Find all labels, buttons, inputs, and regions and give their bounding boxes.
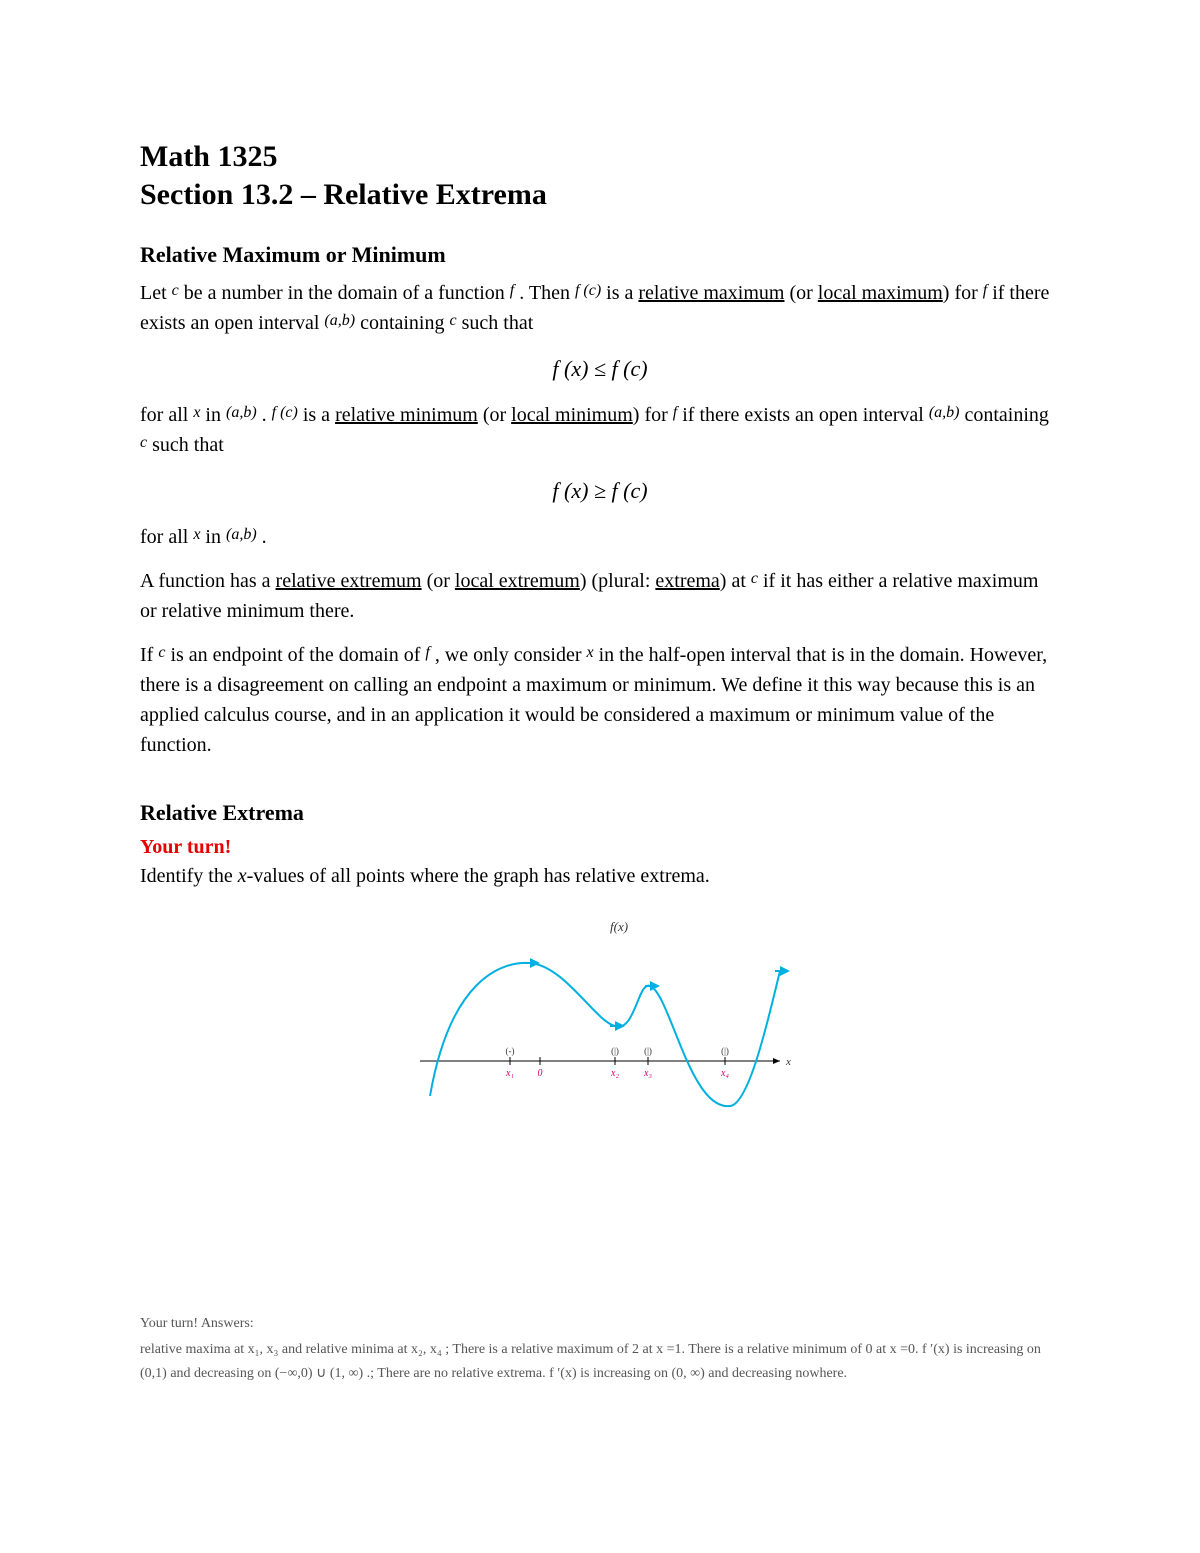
t: if there exists an open interval — [677, 404, 929, 426]
definition-para-5: If c is an endpoint of the domain of f ,… — [140, 640, 1060, 760]
svg-text:0: 0 — [538, 1068, 543, 1079]
t: ) at — [720, 570, 751, 592]
t: , we only consider — [430, 644, 587, 666]
t: be a number in the domain of a function — [179, 282, 510, 304]
svg-text:(-): (-) — [506, 1046, 515, 1056]
answers-body: relative maxima at x₁, x₃ and relative m… — [140, 1338, 1060, 1386]
sym-c: c — [450, 312, 457, 329]
definition-para-4: A function has a relative extremum (or l… — [140, 566, 1060, 626]
page: Math 1325 Section 13.2 – Relative Extrem… — [0, 0, 1200, 1446]
svg-text:(|): (|) — [611, 1046, 619, 1056]
definition-para-2: for all x in (a,b) . f (c) is a relative… — [140, 400, 1060, 460]
t: -values of all points where the graph ha… — [247, 865, 710, 887]
section-title: Section 13.2 – Relative Extrema — [140, 178, 1060, 212]
t: x — [238, 865, 247, 887]
u-extrema: extrema — [655, 570, 719, 592]
t: A function has a — [140, 570, 276, 592]
u-locmin: local minimum — [511, 404, 633, 426]
svg-text:x₄: x₄ — [720, 1068, 729, 1079]
sym-c: c — [751, 570, 758, 587]
t: Identify the — [140, 865, 238, 887]
sym-ab: (a,b) — [226, 526, 257, 543]
t: Let — [140, 282, 172, 304]
t: . Then — [514, 282, 575, 304]
t: for all — [140, 404, 193, 426]
prompt-text: Identify the x-values of all points wher… — [140, 861, 1060, 891]
t: for all — [140, 526, 193, 548]
t: ) (plural: — [580, 570, 656, 592]
graph-container: f(x) x (-) x₁ 0 (|) x₂ (|) x₃ (|) x₄ — [140, 911, 1060, 1136]
equation-1: f (x) ≤ f (c) — [140, 356, 1060, 382]
subhead-relmaxmin: Relative Maximum or Minimum — [140, 242, 1060, 268]
svg-text:(|): (|) — [721, 1046, 729, 1056]
t: (or — [478, 404, 511, 426]
t: (or — [784, 282, 817, 304]
t: If — [140, 644, 158, 666]
definition-para-3: for all x in (a,b) . — [140, 522, 1060, 552]
u-locmax: local maximum — [818, 282, 943, 304]
sym-fc: f (c) — [272, 404, 298, 421]
sym-x: x — [586, 644, 593, 661]
t: in — [200, 404, 226, 426]
sym-ab: (a,b) — [226, 404, 257, 421]
u-locext: local extremum — [455, 570, 580, 592]
answers-heading: Your turn! Answers: — [140, 1316, 1060, 1332]
extrema-graph: f(x) x (-) x₁ 0 (|) x₂ (|) x₃ (|) x₄ — [390, 911, 810, 1131]
t: is an endpoint of the domain of — [165, 644, 425, 666]
u-relmin: relative minimum — [335, 404, 478, 426]
svg-text:x₂: x₂ — [610, 1068, 619, 1079]
u-relext: relative extremum — [276, 570, 422, 592]
svg-text:f(x): f(x) — [610, 919, 628, 934]
t: such that — [457, 312, 534, 334]
t: is a — [298, 404, 335, 426]
svg-text:x: x — [785, 1056, 791, 1068]
svg-text:x₁: x₁ — [505, 1068, 514, 1079]
t: such that — [147, 434, 224, 456]
t: containing — [959, 404, 1048, 426]
equation-2: f (x) ≥ f (c) — [140, 478, 1060, 504]
t: is a — [601, 282, 638, 304]
sym-fc: f (c) — [575, 282, 601, 299]
sym-ab: (a,b) — [324, 312, 355, 329]
t: containing — [355, 312, 449, 334]
t: (or — [422, 570, 455, 592]
u-relmax: relative maximum — [638, 282, 784, 304]
svg-text:x₃: x₃ — [643, 1068, 652, 1079]
your-turn-label: Your turn! — [140, 836, 1060, 859]
t: in — [200, 526, 226, 548]
sym-ab: (a,b) — [929, 404, 960, 421]
t: . — [257, 526, 267, 548]
t: ) for — [633, 404, 673, 426]
t: . — [257, 404, 272, 426]
sym-c: c — [172, 282, 179, 299]
svg-text:(|): (|) — [644, 1046, 652, 1056]
definition-para-1: Let c be a number in the domain of a fun… — [140, 278, 1060, 338]
course-title: Math 1325 — [140, 140, 1060, 174]
subhead-relext: Relative Extrema — [140, 800, 1060, 826]
t: ) for — [943, 282, 983, 304]
